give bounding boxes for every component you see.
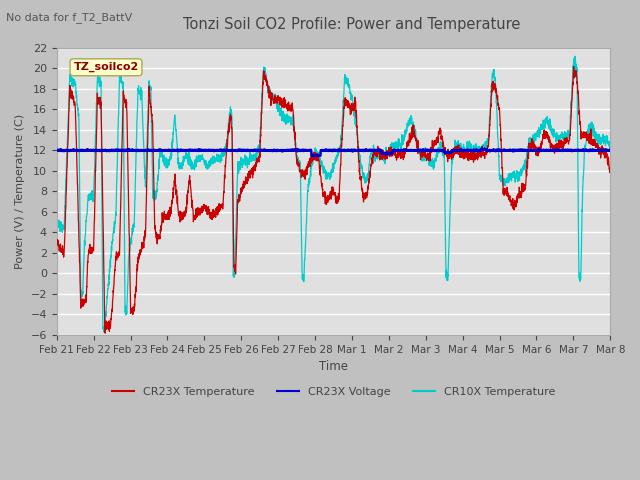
X-axis label: Time: Time: [319, 360, 348, 373]
Y-axis label: Power (V) / Temperature (C): Power (V) / Temperature (C): [15, 114, 25, 269]
Text: TZ_soilco2: TZ_soilco2: [74, 62, 139, 72]
Text: Tonzi Soil CO2 Profile: Power and Temperature: Tonzi Soil CO2 Profile: Power and Temper…: [183, 17, 521, 32]
Legend: CR23X Temperature, CR23X Voltage, CR10X Temperature: CR23X Temperature, CR23X Voltage, CR10X …: [108, 382, 559, 401]
Text: No data for f_T2_BattV: No data for f_T2_BattV: [6, 12, 132, 23]
